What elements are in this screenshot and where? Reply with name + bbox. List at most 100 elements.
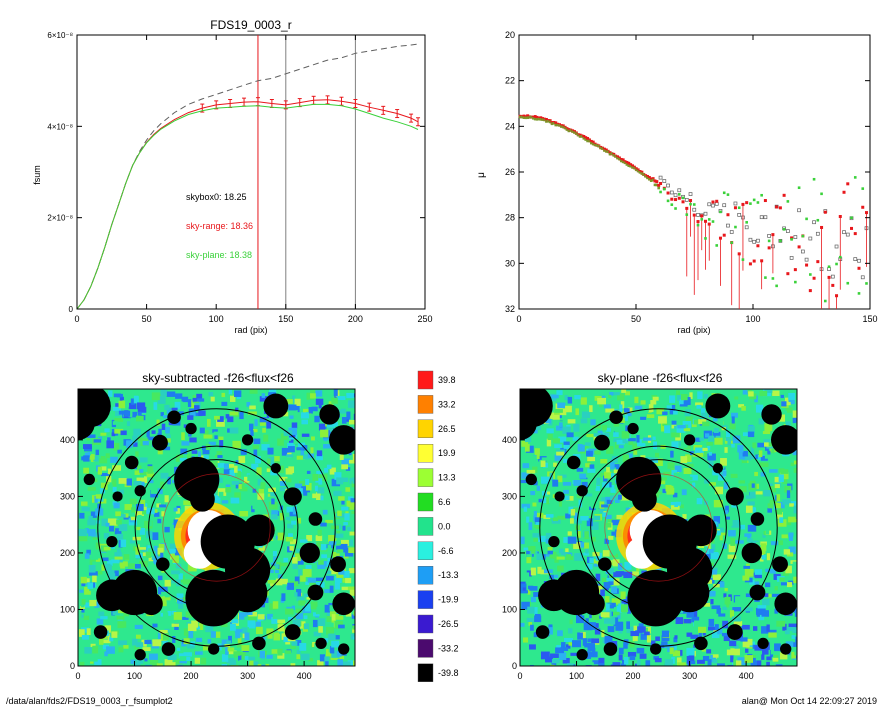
noise-pixel	[189, 411, 196, 417]
noise-pixel	[610, 462, 615, 470]
noise-pixel	[285, 536, 294, 542]
noise-pixel	[88, 515, 93, 524]
masked-source	[106, 535, 118, 548]
noise-pixel	[118, 514, 126, 518]
noise-pixel	[613, 619, 619, 627]
noise-pixel	[788, 546, 796, 554]
noise-pixel	[605, 427, 611, 432]
noise-pixel	[564, 395, 569, 401]
image-body	[78, 389, 355, 666]
noise-pixel	[295, 553, 301, 562]
noise-pixel	[104, 651, 108, 657]
sky-range-point	[850, 226, 854, 230]
noise-pixel	[738, 480, 746, 484]
sky-plane-point	[601, 147, 604, 150]
noise-pixel	[555, 647, 565, 654]
sky-plane-point	[591, 142, 595, 146]
noise-pixel	[100, 472, 109, 477]
noise-pixel	[81, 634, 89, 640]
noise-pixel	[135, 634, 141, 639]
noise-pixel	[545, 546, 553, 551]
noise-pixel	[745, 593, 754, 598]
noise-pixel	[762, 431, 771, 435]
noise-pixel	[348, 419, 355, 425]
noise-pixel	[623, 642, 628, 649]
noise-pixel	[673, 409, 678, 415]
noise-pixel	[540, 476, 550, 484]
noise-pixel	[319, 654, 326, 662]
noise-pixel	[136, 465, 142, 471]
noise-pixel	[350, 633, 355, 640]
sky-range-point	[775, 205, 779, 209]
noise-pixel	[655, 636, 660, 642]
sky-plane-point	[621, 160, 625, 164]
noise-pixel	[533, 538, 539, 542]
noise-pixel	[115, 511, 121, 517]
noise-pixel	[605, 522, 612, 528]
noise-pixel	[562, 426, 571, 434]
noise-pixel	[786, 490, 791, 499]
noise-pixel	[327, 428, 334, 436]
noise-pixel	[134, 644, 140, 652]
sky-range-point	[718, 236, 722, 240]
noise-pixel	[591, 481, 597, 489]
noise-pixel	[135, 547, 140, 555]
noise-pixel	[640, 633, 647, 640]
sky-range-point	[666, 191, 670, 195]
noise-pixel	[279, 562, 288, 567]
noise-pixel	[672, 492, 678, 498]
masked-source	[627, 569, 684, 627]
noise-pixel	[108, 390, 113, 397]
masked-source	[161, 642, 176, 656]
noise-pixel	[324, 656, 329, 663]
noise-pixel	[323, 444, 332, 449]
sky-plane-point	[616, 156, 619, 160]
noise-pixel	[324, 604, 333, 613]
noise-pixel	[573, 542, 581, 550]
sky-plane-point	[528, 116, 531, 119]
colorbar-swatch	[417, 370, 434, 390]
noise-pixel	[248, 611, 258, 617]
noise-pixel	[600, 472, 606, 477]
noise-pixel	[93, 455, 99, 462]
sky-range-point	[816, 260, 820, 264]
noise-pixel	[341, 570, 350, 578]
noise-pixel	[174, 401, 181, 410]
sky-plane-point	[522, 116, 526, 119]
noise-pixel	[605, 568, 610, 575]
noise-pixel	[643, 437, 652, 441]
noise-pixel	[289, 545, 294, 551]
noise-pixel	[296, 447, 302, 451]
noise-pixel	[325, 519, 333, 524]
noise-pixel	[221, 663, 228, 666]
noise-pixel	[733, 644, 739, 651]
noise-pixel	[251, 545, 259, 551]
noise-pixel	[719, 581, 725, 588]
noise-pixel	[686, 464, 694, 468]
noise-pixel	[770, 649, 777, 655]
noise-pixel	[239, 411, 244, 420]
noise-pixel	[776, 512, 783, 519]
noise-pixel	[607, 518, 614, 526]
noise-pixel	[239, 659, 248, 666]
x-tick-label: 50	[631, 314, 641, 324]
masked-source	[757, 637, 769, 650]
noise-pixel	[352, 625, 355, 630]
skybox-point	[673, 193, 678, 198]
noise-pixel	[585, 463, 591, 468]
sky-plane-point	[782, 228, 786, 231]
noise-pixel	[294, 576, 300, 584]
noise-pixel	[309, 582, 316, 587]
noise-pixel	[81, 501, 88, 506]
noise-pixel	[331, 650, 340, 658]
fsum-curve-panel: FDS19_0003_r rad (pix) fsum 0 50 100 150 200…	[32, 18, 433, 335]
noise-pixel	[102, 644, 109, 650]
noise-pixel	[306, 482, 312, 491]
noise-pixel	[699, 661, 705, 666]
noise-pixel	[538, 546, 548, 555]
noise-pixel	[714, 437, 723, 445]
noise-pixel	[731, 412, 738, 418]
masked-source	[520, 405, 537, 440]
masked-source	[685, 514, 717, 547]
